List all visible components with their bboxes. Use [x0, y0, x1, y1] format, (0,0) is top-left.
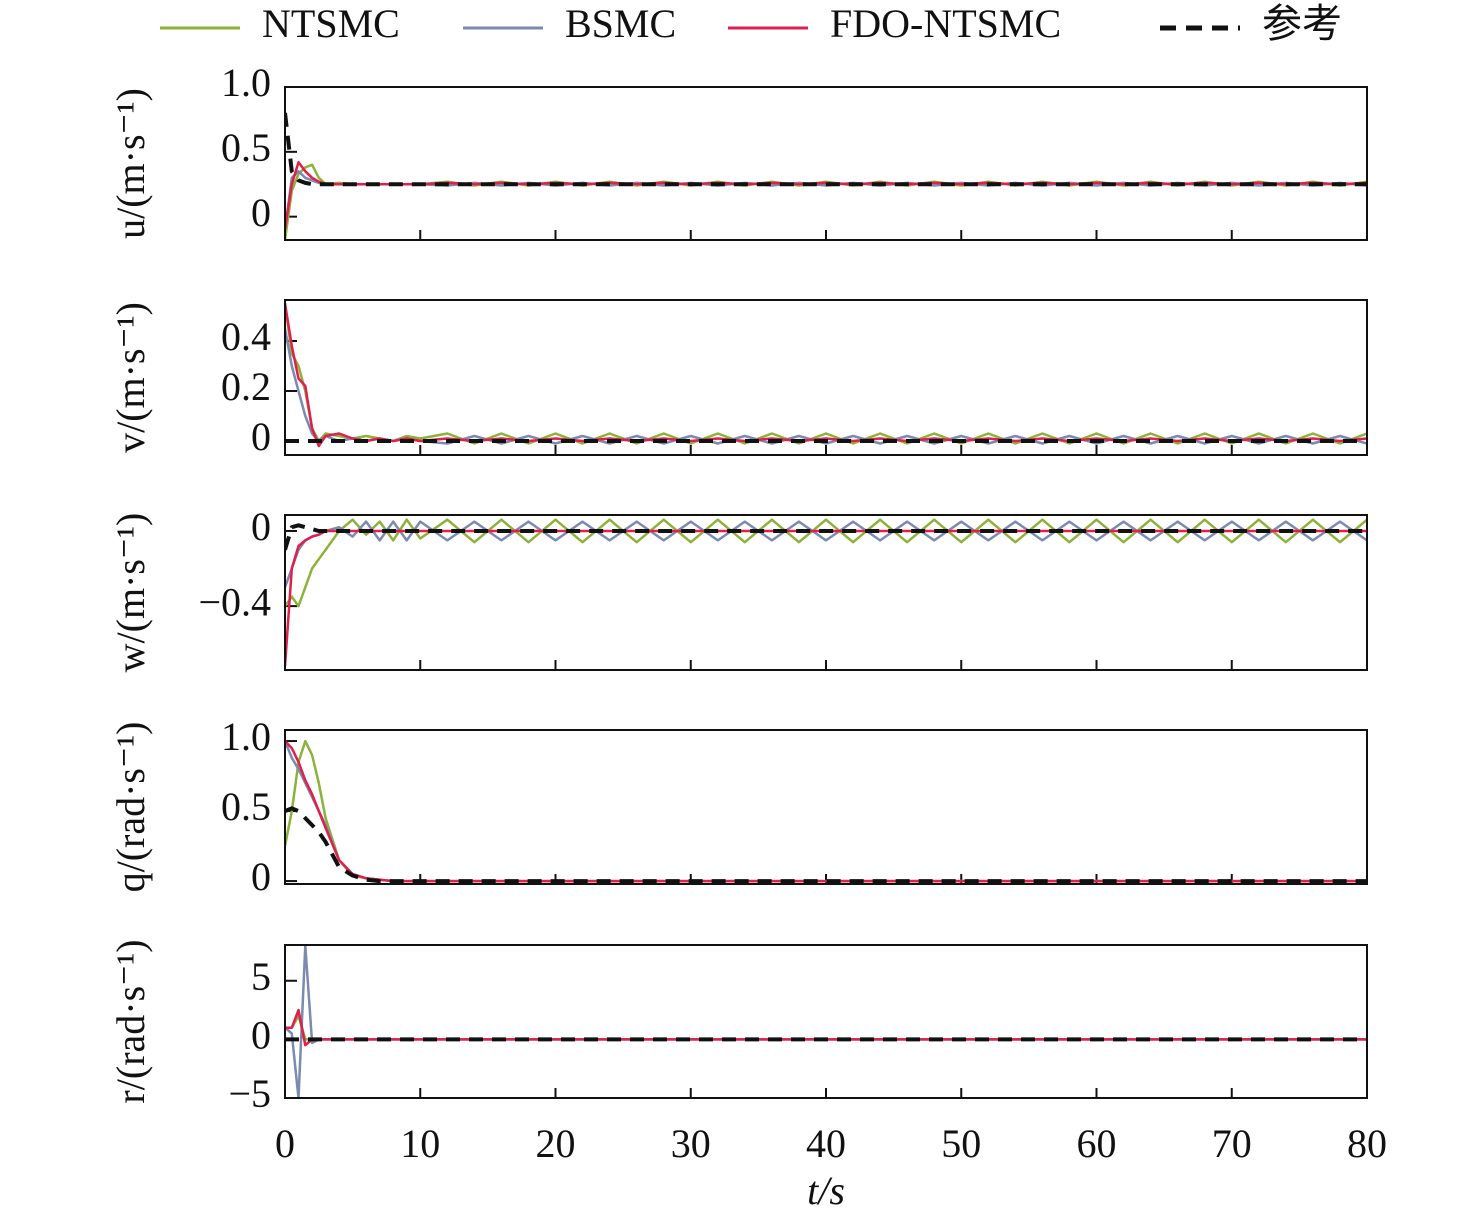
series-line	[285, 303, 1367, 445]
series-line	[285, 518, 1367, 608]
series-line	[285, 163, 1367, 240]
y-tick-label: 5	[251, 954, 271, 999]
y-tick-label: 0.5	[221, 784, 271, 829]
legend-label: BSMC	[565, 1, 676, 46]
x-tick-label: 80	[1347, 1121, 1387, 1166]
y-axis-label: u/(m·s⁻¹)	[108, 88, 153, 239]
legend-label: 参考	[1262, 1, 1342, 46]
y-tick-label: 0.2	[221, 364, 271, 409]
y-axis-label: r/(rad·s⁻¹)	[108, 939, 153, 1103]
plot-frame	[284, 514, 1368, 671]
series-line	[285, 520, 1367, 588]
y-tick-label: 1.0	[221, 60, 271, 105]
series-line	[285, 740, 1367, 883]
y-tick-label: 0	[251, 1013, 271, 1058]
series-line	[285, 739, 1367, 883]
y-tick-label: −5	[228, 1071, 271, 1116]
series-line	[285, 529, 1367, 667]
x-tick-label: 10	[400, 1121, 440, 1166]
plot-frame	[284, 86, 1368, 241]
y-tick-label: 0	[251, 504, 271, 549]
y-tick-label: 1.0	[221, 714, 271, 759]
series-line	[285, 1008, 1367, 1047]
x-tick-label: 20	[536, 1121, 576, 1166]
series-line	[285, 806, 1367, 884]
y-axis-label: w/(m·s⁻¹)	[108, 513, 153, 673]
series-line	[285, 160, 1367, 230]
y-tick-label: 0.5	[221, 125, 271, 170]
series-line	[285, 328, 1367, 445]
y-tick-label: 0	[251, 414, 271, 459]
plot-frame	[284, 944, 1368, 1099]
series-line	[285, 170, 1367, 230]
plot-frame	[284, 729, 1368, 885]
y-axis-label: q/(rad·s⁻¹)	[108, 722, 153, 893]
series-line	[285, 945, 1367, 1098]
y-tick-label: 0	[251, 854, 271, 899]
legend-label: FDO-NTSMC	[830, 1, 1061, 46]
series-line	[285, 523, 1367, 551]
series-line	[285, 1014, 1367, 1041]
y-tick-label: 0.4	[221, 314, 271, 359]
legend-label: NTSMC	[262, 1, 400, 46]
x-tick-label: 60	[1077, 1121, 1117, 1166]
y-tick-label: 0	[251, 190, 271, 235]
series-line	[285, 112, 1367, 187]
x-tick-label: 30	[671, 1121, 711, 1166]
y-axis-label: v/(m·s⁻¹)	[108, 302, 153, 453]
y-tick-label: −0.4	[198, 579, 271, 624]
x-tick-label: 70	[1212, 1121, 1252, 1166]
x-tick-label: 50	[941, 1121, 981, 1166]
x-axis-label: t/s	[807, 1168, 845, 1213]
plot-frame	[284, 299, 1368, 456]
series-line	[285, 740, 1367, 883]
x-tick-label: 0	[275, 1121, 295, 1166]
x-tick-label: 40	[806, 1121, 846, 1166]
series-line	[285, 303, 1367, 448]
